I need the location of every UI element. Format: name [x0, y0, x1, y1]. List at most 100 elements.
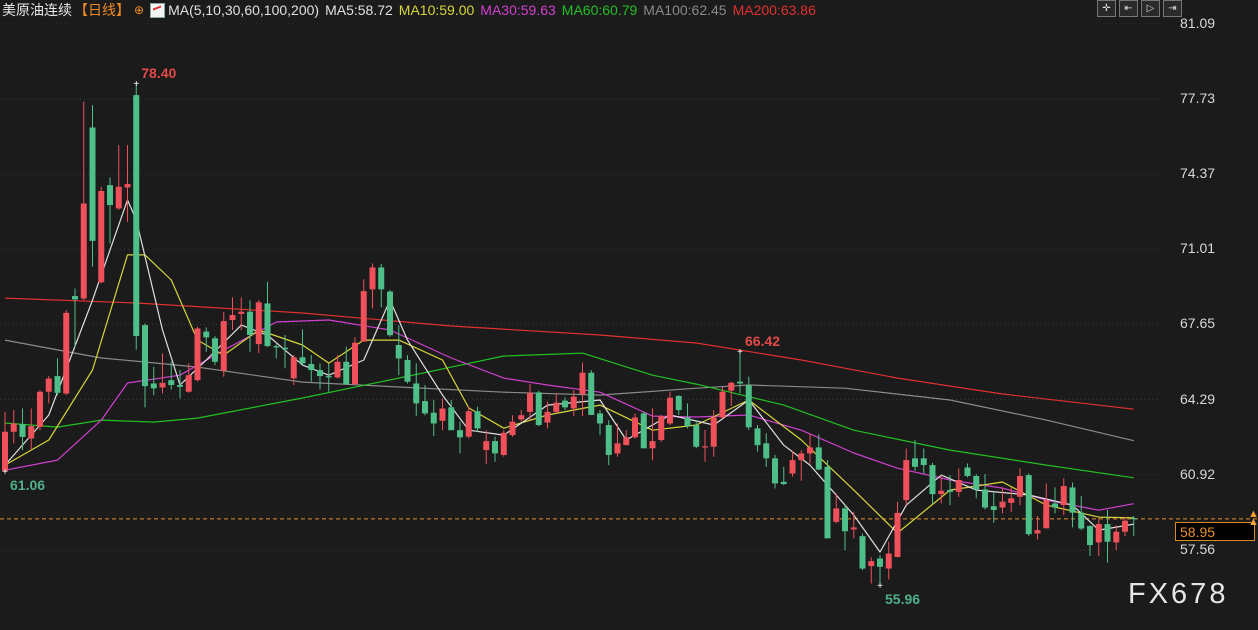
- chart-header: 美原油连续 【日线】 ⊕ MA(5,10,30,60,100,200) MA5:…: [2, 0, 822, 20]
- y-tick-label: 57.56: [1180, 541, 1216, 557]
- ma10-value: MA10:59.00: [398, 2, 475, 18]
- candle-up: [1008, 487, 1015, 512]
- candle-body: [955, 480, 962, 492]
- play-icon[interactable]: ▷: [1141, 0, 1160, 17]
- candle-body: [754, 428, 761, 446]
- candle-up: [98, 186, 105, 284]
- extreme-marker: +: [877, 581, 883, 592]
- candle-up: [500, 430, 507, 457]
- candle-body: [649, 441, 656, 449]
- last-price-tag: 58.95: [1175, 522, 1255, 541]
- candle-body: [1043, 500, 1050, 529]
- candle-body: [299, 357, 306, 364]
- candle-down: [150, 366, 157, 396]
- candle-body: [605, 425, 612, 455]
- candle-down: [684, 403, 691, 429]
- candle-body: [247, 311, 253, 335]
- candle-up: [702, 429, 708, 462]
- candle-body: [807, 447, 813, 454]
- scroll-up-arrow-icon[interactable]: ▲ ▲: [1248, 508, 1258, 528]
- crosshair-icon[interactable]: ✛: [1097, 0, 1116, 17]
- candle-body: [439, 408, 446, 421]
- candle-up: [37, 390, 43, 431]
- candle-body: [1052, 503, 1058, 508]
- candle-body: [37, 391, 43, 427]
- candle-body: [1104, 524, 1111, 542]
- candle-up: [80, 101, 87, 301]
- candle-body: [422, 401, 428, 414]
- candle-body: [1060, 486, 1067, 506]
- candle-up: [28, 408, 35, 451]
- candle-body: [588, 372, 595, 415]
- candle-body: [185, 375, 192, 392]
- candle-body: [938, 490, 945, 495]
- candle-body: [684, 417, 691, 427]
- candle-body: [404, 359, 411, 382]
- candle-up: [369, 263, 376, 309]
- candle-body: [579, 372, 586, 395]
- candle-body: [413, 383, 420, 404]
- candle-down: [859, 533, 866, 571]
- candle-down: [815, 434, 822, 471]
- candle-body: [745, 385, 752, 428]
- candle-up: [45, 376, 52, 404]
- candle-body: [1008, 498, 1015, 503]
- candle-body: [772, 458, 778, 484]
- candle-up: [63, 310, 70, 396]
- candle-down: [308, 355, 315, 382]
- candle-body: [45, 378, 52, 392]
- candle-body: [535, 392, 542, 426]
- candle-down: [588, 370, 595, 415]
- candle-down: [745, 376, 752, 430]
- candle-body: [894, 512, 901, 557]
- candle-up: [632, 413, 638, 439]
- candle-up: [710, 410, 717, 457]
- moving-average-lines: [4, 199, 1134, 553]
- candle-body: [273, 346, 280, 348]
- candle-body: [238, 311, 245, 314]
- jump-start-icon[interactable]: ⇤: [1119, 0, 1138, 17]
- candle-down: [457, 421, 463, 454]
- candle-down: [273, 344, 280, 359]
- y-tick-label: 67.65: [1180, 315, 1216, 332]
- exit-icon[interactable]: ⇥: [1163, 0, 1182, 17]
- candle-up: [579, 362, 586, 417]
- ma100-value: MA100:62.45: [643, 2, 727, 18]
- candle-body: [544, 411, 551, 423]
- candle-up: [1122, 516, 1128, 537]
- candle-down: [325, 363, 332, 392]
- y-tick-label: 77.73: [1180, 90, 1216, 107]
- candle-up: [360, 279, 367, 342]
- candle-body: [150, 383, 157, 389]
- candle-down: [964, 463, 971, 478]
- candle-down: [877, 555, 883, 586]
- candle-body: [833, 508, 840, 522]
- candle-down: [1078, 496, 1085, 531]
- candle-up: [115, 145, 122, 210]
- indicator-chart-icon[interactable]: [150, 2, 166, 18]
- candle-body: [780, 481, 787, 485]
- candle-body: [264, 303, 271, 347]
- target-circle-icon[interactable]: ⊕: [134, 3, 145, 17]
- candle-body: [737, 381, 743, 384]
- candle-down: [133, 84, 140, 350]
- candle-body: [474, 411, 481, 429]
- ma200-value: MA200:63.86: [732, 2, 816, 18]
- extreme-marker: +: [737, 347, 743, 358]
- candle-up: [483, 430, 490, 465]
- candle-down: [387, 290, 393, 337]
- candle-down: [1069, 482, 1076, 528]
- candle-down: [422, 385, 428, 416]
- candle-up: [850, 511, 857, 539]
- candle-down: [973, 473, 980, 499]
- annotations: +78.40+61.06+66.42+55.96: [2, 65, 920, 607]
- watermark: FX678: [1128, 578, 1229, 610]
- candle-up: [789, 450, 796, 477]
- candle-up: [185, 363, 192, 393]
- period-selector[interactable]: 【日线】: [74, 2, 130, 18]
- candle-down: [1025, 473, 1032, 537]
- candle-up: [255, 300, 262, 354]
- ma-params[interactable]: MA(5,10,30,60,100,200): [168, 2, 320, 18]
- candle-up: [1060, 478, 1067, 516]
- candle-body: [465, 411, 472, 437]
